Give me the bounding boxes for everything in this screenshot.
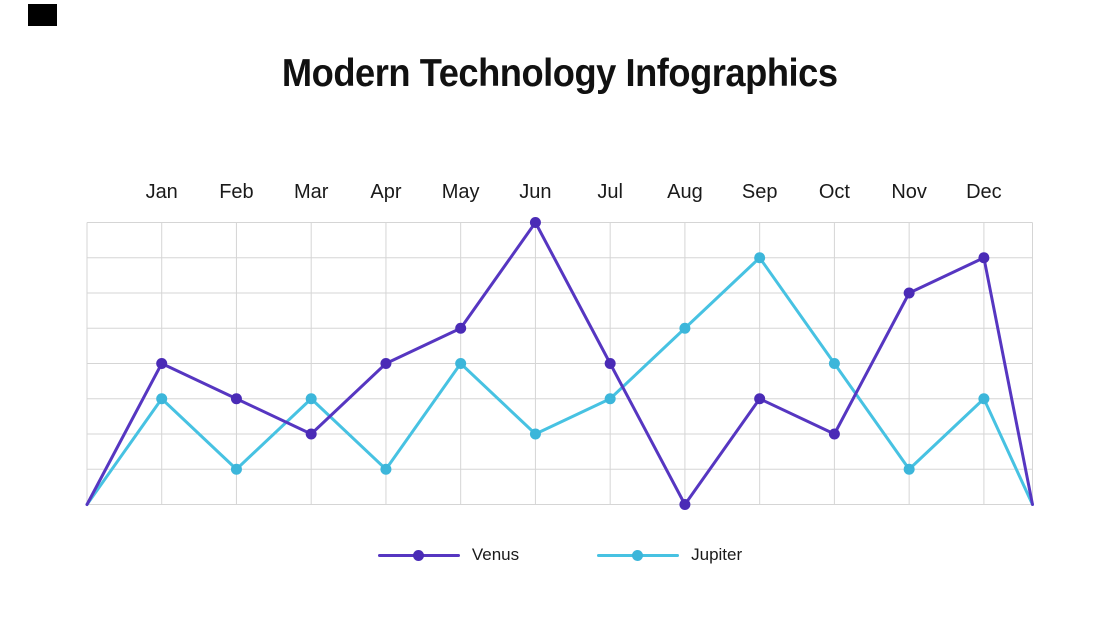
legend: Venus Jupiter	[0, 545, 1120, 565]
month-label-mar: Mar	[293, 181, 329, 203]
data-point-jupiter	[828, 358, 840, 369]
corner-square-decoration	[28, 4, 57, 26]
month-label-sep: Sep	[741, 181, 778, 203]
data-point-jupiter	[305, 393, 317, 405]
month-label-nov: Nov	[891, 181, 927, 203]
month-label-feb: Feb	[219, 181, 254, 203]
data-point-venus	[305, 428, 317, 440]
data-point-venus	[380, 358, 392, 369]
data-point-jupiter	[978, 393, 990, 405]
data-point-venus	[455, 322, 467, 334]
series-line-jupiter	[85, 256, 1034, 506]
legend-label-jupiter: Jupiter	[691, 545, 743, 564]
data-point-venus	[978, 252, 990, 264]
data-point-jupiter	[604, 393, 616, 405]
data-point-jupiter	[380, 463, 392, 475]
data-point-jupiter	[754, 252, 766, 264]
data-point-venus	[604, 358, 616, 369]
data-point-venus	[156, 358, 168, 369]
month-label-dec: Dec	[966, 181, 1002, 203]
data-point-venus	[828, 428, 840, 440]
month-label-apr: Apr	[370, 181, 402, 203]
data-point-jupiter	[455, 358, 467, 369]
data-point-venus	[529, 217, 541, 228]
month-label-oct: Oct	[818, 181, 850, 203]
month-label-jan: Jan	[145, 181, 178, 203]
month-label-aug: Aug	[667, 181, 703, 203]
data-point-jupiter	[156, 393, 168, 405]
data-point-jupiter	[903, 463, 915, 475]
jupiter-dot-icon	[632, 549, 644, 561]
data-point-jupiter	[529, 428, 541, 440]
legend-label-venus: Venus	[471, 545, 520, 564]
month-label-jul: Jul	[597, 181, 623, 203]
venus-swatch-icon	[377, 549, 460, 561]
data-point-jupiter	[679, 322, 691, 334]
data-point-jupiter	[230, 463, 242, 475]
series-line-venus	[85, 221, 1034, 506]
data-point-venus	[903, 287, 915, 299]
data-point-venus	[754, 393, 766, 405]
month-label-jun: Jun	[519, 181, 552, 203]
data-point-venus	[679, 499, 691, 510]
page-title-text: Modern Technology Infographics	[282, 52, 838, 95]
legend-item-jupiter: Jupiter	[597, 545, 742, 565]
page-title: Modern Technology Infographics	[0, 52, 1120, 96]
data-point-venus	[230, 393, 242, 405]
month-label-may: May	[441, 181, 480, 203]
legend-item-venus: Venus	[377, 545, 520, 565]
venus-dot-icon	[412, 549, 424, 561]
month-axis: Jan Feb Mar Apr May Jun Jul Aug Sep Oct Nov Dec	[0, 181, 1120, 205]
jupiter-swatch-icon	[597, 549, 680, 561]
